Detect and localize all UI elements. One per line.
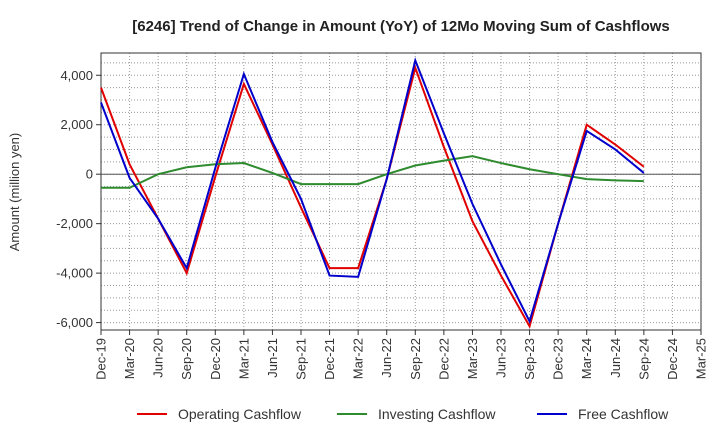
x-tick-label: Dec-20 [208, 338, 223, 380]
x-tick-label: Dec-24 [665, 338, 680, 380]
plot-area-frame [100, 52, 702, 331]
x-tick-label: Mar-24 [579, 338, 594, 379]
series-lines [100, 57, 645, 329]
y-tick-label: 0 [86, 167, 93, 182]
x-tick-label: Jun-21 [265, 338, 280, 378]
chart-title: [6246] Trend of Change in Amount (YoY) o… [132, 18, 670, 35]
x-tick-label: Dec-19 [94, 338, 109, 380]
x-tick-label: Sep-23 [522, 338, 537, 380]
x-tick-label: Sep-22 [408, 338, 423, 380]
x-tick-label: Jun-20 [151, 338, 166, 378]
y-axis-ticks: -6,000 -4,000 -2,000 0 2,000 4,000 [56, 68, 101, 330]
x-tick-label: Sep-20 [179, 338, 194, 380]
x-tick-label: Mar-20 [122, 338, 137, 379]
x-tick-label: Mar-25 [694, 338, 709, 379]
legend: Operating Cashflow Investing Cashflow Free… [137, 406, 669, 422]
y-tick-label: 2,000 [60, 117, 93, 132]
gridlines [100, 53, 702, 330]
x-tick-label: Jun-23 [494, 338, 509, 378]
x-tick-label: Dec-22 [436, 338, 451, 380]
y-tick-label: -4,000 [56, 266, 93, 281]
x-tick-label: Mar-22 [351, 338, 366, 379]
x-tick-label: Mar-21 [236, 338, 251, 379]
y-tick-label: -6,000 [56, 315, 93, 330]
x-tick-label: Sep-21 [294, 338, 309, 380]
x-tick-label: Jun-22 [379, 338, 394, 378]
x-tick-label: Mar-23 [465, 338, 480, 379]
x-axis-ticks: Dec-19 Mar-20 Jun-20 Sep-20 Dec-20 Mar-21 Jun-… [94, 330, 709, 380]
legend-label: Operating Cashflow [178, 406, 302, 422]
x-tick-label: Dec-23 [551, 338, 566, 380]
x-tick-label: Jun-24 [608, 338, 623, 378]
series-line-free-cashflow [100, 57, 645, 325]
x-tick-label: Dec-21 [322, 338, 337, 380]
y-tick-label: 4,000 [60, 68, 93, 83]
y-tick-label: -2,000 [56, 216, 93, 231]
legend-label: Investing Cashflow [378, 406, 496, 422]
x-tick-label: Sep-24 [636, 338, 651, 380]
series-line-investing-cashflow [101, 155, 644, 189]
y-axis-label: Amount (million yen) [7, 133, 22, 252]
legend-label: Free Cashflow [578, 406, 669, 422]
series-line-operating-cashflow [100, 64, 645, 329]
